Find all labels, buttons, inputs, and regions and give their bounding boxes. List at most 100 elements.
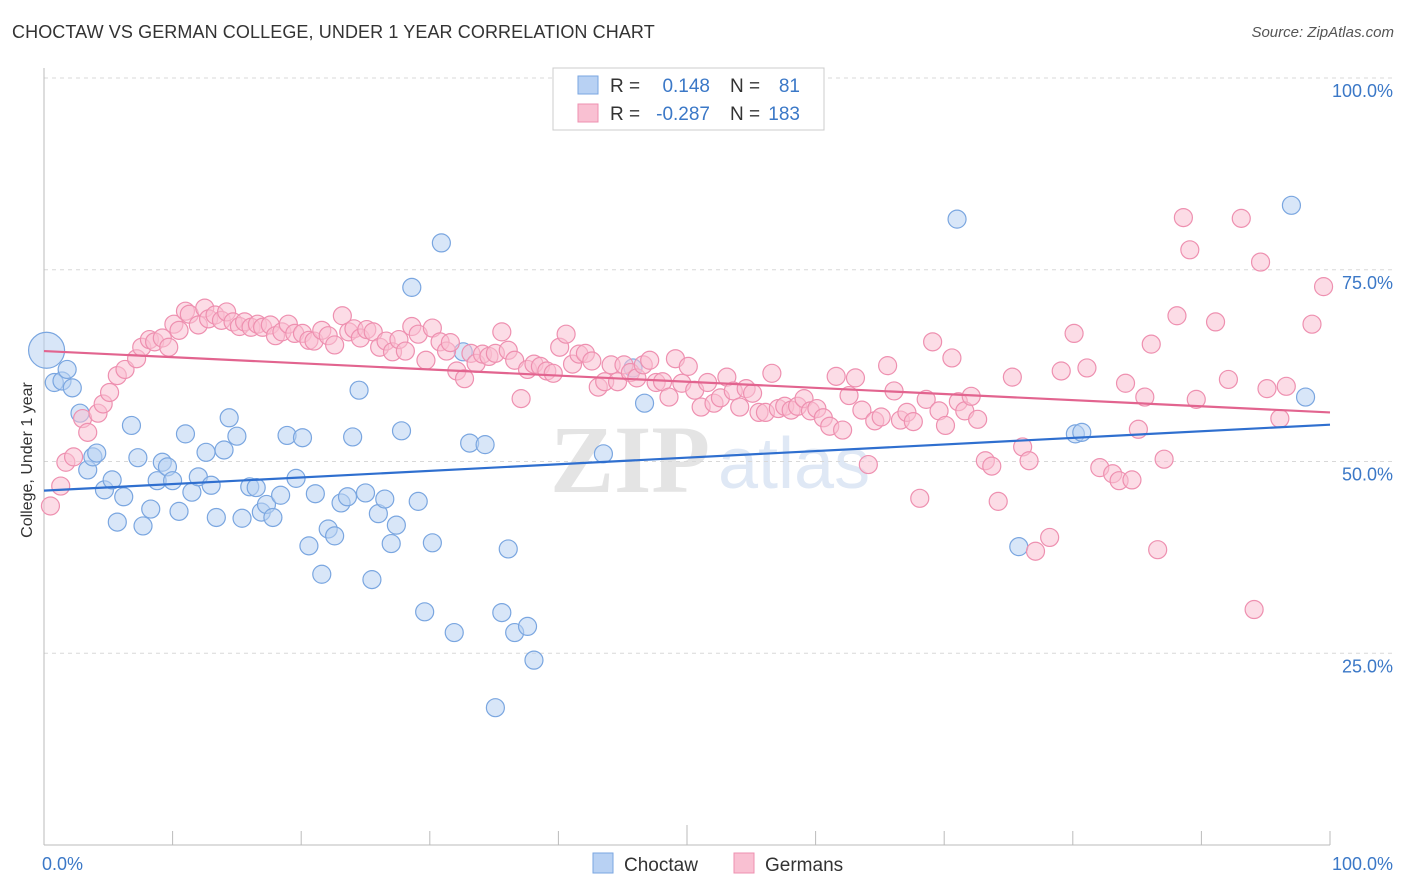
- germans-point: [942, 348, 962, 368]
- germans-point: [40, 496, 61, 516]
- trend-lines: [43, 349, 1331, 492]
- choctaw-point: [475, 435, 495, 455]
- germans-point: [556, 324, 576, 344]
- germans-point: [839, 385, 859, 406]
- tick-labels: 100.0% 75.0% 50.0% 25.0% 0.0% 100.0%: [42, 81, 1393, 874]
- germans-r-label: R =: [610, 104, 640, 125]
- germans-point: [1257, 379, 1277, 399]
- axes: [43, 68, 1331, 846]
- germans-point: [1244, 599, 1264, 620]
- choctaw-n-value: 81: [779, 76, 800, 97]
- germans-point: [1186, 389, 1206, 409]
- germans-point: [1115, 373, 1136, 393]
- choctaw-point: [169, 501, 189, 521]
- data-points: [27, 195, 1334, 718]
- germans-point: [1270, 408, 1290, 429]
- germans-r-value: -0.287: [656, 104, 710, 125]
- choctaw-point: [485, 698, 505, 718]
- germans-point: [1154, 449, 1174, 469]
- germans-point: [730, 397, 750, 417]
- germans-point: [99, 382, 120, 403]
- germans-point: [1205, 312, 1226, 332]
- choctaw-point: [246, 477, 266, 498]
- germans-point: [1167, 306, 1187, 326]
- germans-n-value: 183: [768, 104, 800, 125]
- germans-point: [1025, 541, 1046, 561]
- choctaw-bottom-swatch: [592, 852, 614, 874]
- choctaw-point: [201, 475, 221, 495]
- germans-point: [858, 454, 878, 475]
- germans-point: [871, 407, 891, 427]
- choctaw-point: [1009, 537, 1029, 557]
- choctaw-point: [408, 491, 428, 511]
- choctaw-point: [163, 471, 183, 491]
- germans-point: [1180, 240, 1200, 260]
- choctaw-point: [524, 650, 544, 670]
- germans-bottom-swatch: [733, 852, 755, 874]
- germans-point: [742, 383, 763, 403]
- choctaw-point: [219, 408, 239, 428]
- choctaw-point: [492, 602, 512, 623]
- choctaw-point: [634, 393, 655, 413]
- choctaw-point: [271, 485, 291, 505]
- chart-title: CHOCTAW VS GERMAN COLLEGE, UNDER 1 YEAR …: [12, 22, 655, 42]
- choctaw-point: [325, 526, 345, 546]
- germans-point: [678, 356, 698, 376]
- choctaw-point: [214, 440, 234, 460]
- germans-point: [1276, 376, 1296, 396]
- germans-point: [762, 363, 782, 383]
- choctaw-point: [517, 616, 538, 637]
- germans-point: [582, 351, 602, 371]
- x-tick-label-max: 100.0%: [1332, 854, 1393, 874]
- germans-point: [1002, 367, 1022, 387]
- y-tick-label: 75.0%: [1342, 273, 1393, 293]
- germans-point: [968, 409, 988, 429]
- choctaw-point: [102, 470, 122, 490]
- choctaw-point: [337, 487, 358, 507]
- germans-point: [833, 420, 853, 440]
- germans-point: [916, 389, 936, 409]
- stats-legend: R = 0.148 N = 81 R = -0.287 N = 183: [552, 67, 825, 131]
- choctaw-point: [121, 415, 142, 436]
- germans-point: [78, 422, 98, 442]
- germans-point: [988, 491, 1008, 511]
- germans-point: [159, 337, 179, 357]
- germans-n-label: N =: [730, 104, 760, 125]
- grid-lines: [44, 77, 1392, 654]
- y-tick-label: 100.0%: [1332, 81, 1393, 101]
- germans-point: [1040, 527, 1060, 548]
- germans-point: [1077, 358, 1097, 378]
- choctaw-point: [312, 564, 332, 584]
- germans-point: [1122, 470, 1142, 490]
- choctaw-point: [107, 512, 127, 532]
- choctaw-point: [415, 602, 435, 622]
- germans-point: [169, 320, 189, 340]
- choctaw-point: [206, 507, 226, 528]
- germans-bottom-label: Germans: [765, 855, 843, 876]
- germans-point: [852, 400, 872, 420]
- germans-point: [395, 341, 415, 361]
- choctaw-point: [175, 424, 196, 444]
- germans-point: [1173, 207, 1193, 228]
- choctaw-point: [431, 233, 451, 253]
- choctaw-point: [196, 442, 216, 462]
- choctaw-point: [498, 539, 518, 559]
- germans-point: [878, 356, 898, 376]
- choctaw-point: [114, 487, 134, 507]
- choctaw-point: [232, 508, 252, 528]
- germans-point: [826, 366, 846, 386]
- germans-point: [325, 335, 345, 355]
- choctaw-point: [444, 622, 464, 643]
- choctaw-point: [1281, 195, 1302, 215]
- bottom-legend: Choctaw Germans: [592, 852, 843, 876]
- choctaw-point: [343, 427, 363, 447]
- choctaw-point: [355, 483, 376, 503]
- x-tick-label-min: 0.0%: [42, 854, 83, 874]
- choctaw-point: [375, 489, 395, 509]
- choctaw-point: [391, 421, 412, 441]
- choctaw-point: [87, 443, 107, 463]
- germans-point: [511, 389, 531, 409]
- choctaw-n-label: N =: [730, 76, 760, 97]
- germans-point: [543, 363, 563, 383]
